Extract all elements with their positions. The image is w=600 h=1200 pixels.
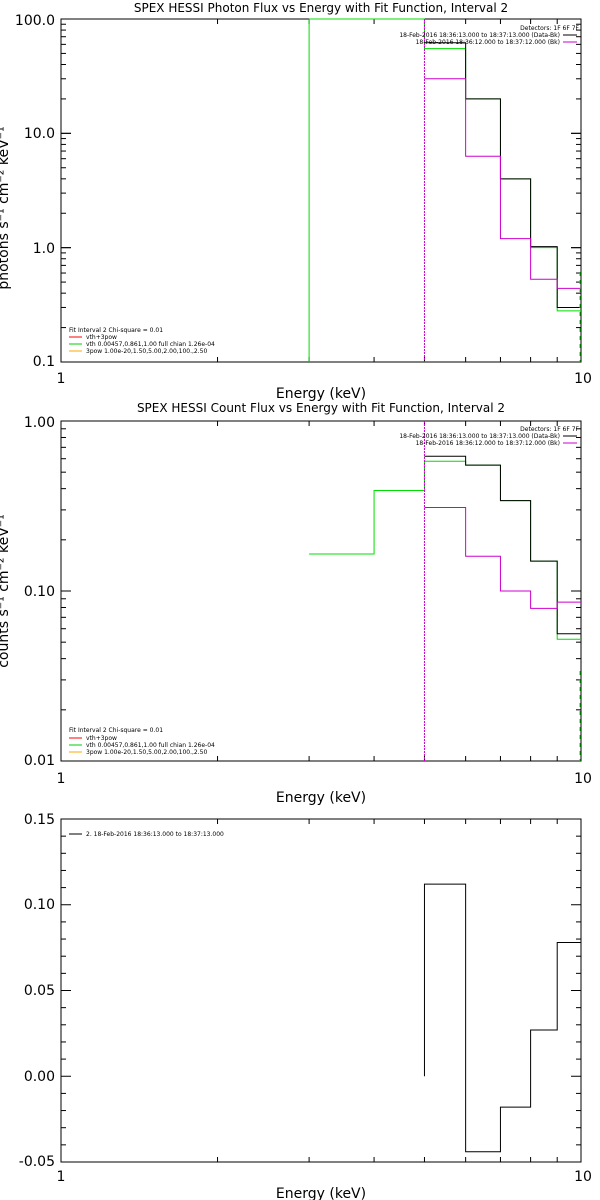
- photon-flux-detectors: Detectors: 1F 6F 7F: [520, 25, 579, 32]
- residual-series-group: [423, 883, 581, 1153]
- photon-flux-ytick-2: 10.0: [24, 126, 55, 142]
- residual-ytick-3: 0.10: [24, 897, 55, 913]
- count-flux-series-2: [424, 506, 581, 609]
- photon-flux-fit-item-2: 3pow 1.00e-20,1.50,5.00,2.00,100.,2.50: [86, 348, 207, 355]
- count-flux-ylabel: counts s⁻¹ cm⁻² keV⁻¹: [0, 514, 12, 668]
- count-flux-fit-header: Fit Interval 2 Chi-square = 0.01: [69, 727, 163, 734]
- photon-flux-series-2: [424, 78, 581, 289]
- residual-minor-ticks: [60, 818, 582, 1163]
- photon-flux-series-0: [309, 18, 581, 312]
- count-flux-ytick-1: 0.10: [24, 584, 55, 600]
- photon-flux-minor-ticks: [60, 18, 582, 363]
- residual-ytick-0: -0.05: [19, 1154, 55, 1170]
- photon-flux-xtick-1: 10: [574, 371, 592, 387]
- count-flux-series-group: [309, 421, 581, 761]
- residual-ytick-2: 0.05: [24, 983, 55, 999]
- photon-flux-fit-item-0: vth+3pow: [86, 334, 117, 341]
- count-flux-fit-item-1: vth 0.00457,0.861,1.00 full chian 1.26e-…: [86, 742, 215, 749]
- count-flux-series-0: [309, 460, 581, 640]
- photon-flux-title: SPEX HESSI Photon Flux vs Energy with Fi…: [134, 1, 508, 15]
- photon-flux-xlabel: Energy (keV): [276, 386, 366, 402]
- residual-panel: -0.05 0.00 0.05 0.10 0.15 1 10 Energy (k…: [19, 812, 592, 1200]
- photon-flux-ytick-0: 0.1: [33, 354, 55, 370]
- photon-flux-ytick-1: 1.0: [33, 241, 55, 257]
- photon-flux-series-1: [424, 42, 581, 308]
- photon-flux-plot-frame: [60, 18, 582, 363]
- count-flux-fit-item-0: vth+3pow: [86, 735, 117, 742]
- residual-legend-label: 2. 18-Feb-2016 18:36:13.000 to 18:37:13.…: [86, 831, 224, 838]
- photon-flux-ytick-3: 100.0: [15, 13, 55, 29]
- residual-series-0: [423, 883, 581, 1153]
- count-flux-interval-line2: 18-Feb-2016 18:36:12.000 to 18:37:12.000…: [416, 440, 560, 447]
- count-flux-ytick-0: 0.01: [24, 753, 55, 769]
- photon-flux-ylabel: photons s⁻¹ cm⁻² keV⁻¹: [0, 126, 12, 289]
- count-flux-xtick-0: 1: [57, 771, 66, 787]
- photon-flux-fit-header: Fit Interval 2 Chi-square = 0.01: [69, 327, 163, 334]
- residual-ytick-4: 0.15: [24, 812, 55, 828]
- count-flux-detectors: Detectors: 1F 6F 7F: [520, 426, 579, 433]
- photon-flux-panel: SPEX HESSI Photon Flux vs Energy with Fi…: [0, 1, 592, 402]
- count-flux-panel: SPEX HESSI Count Flux vs Energy with Fit…: [0, 401, 592, 806]
- count-flux-fit-item-2: 3pow 1.00e-20,1.50,5.00,2.00,100.,2.50: [86, 749, 207, 756]
- residual-xtick-0: 1: [57, 1169, 66, 1185]
- residual-xlabel: Energy (keV): [276, 1186, 366, 1200]
- photon-flux-interval-line2: 18-Feb-2016 18:36:12.000 to 18:37:12.000…: [416, 39, 560, 46]
- count-flux-series-1: [424, 455, 581, 635]
- photon-flux-interval-line1: 18-Feb-2016 18:36:13.000 to 18:37:13.000…: [399, 32, 560, 39]
- residual-plot-frame: [60, 818, 582, 1163]
- photon-flux-series-group: [308, 18, 581, 362]
- residual-xtick-1: 10: [574, 1169, 592, 1185]
- count-flux-title: SPEX HESSI Count Flux vs Energy with Fit…: [137, 401, 505, 415]
- count-flux-xtick-1: 10: [574, 771, 592, 787]
- photon-flux-fit-item-1: vth 0.00457,0.861,1.00 full chian 1.26e-…: [86, 341, 215, 348]
- photon-flux-xtick-0: 1: [57, 371, 66, 387]
- count-flux-interval-line1: 18-Feb-2016 18:36:13.000 to 18:37:13.000…: [399, 433, 560, 440]
- count-flux-ytick-2: 1.00: [24, 415, 55, 431]
- count-flux-xlabel: Energy (keV): [276, 790, 366, 806]
- residual-ytick-1: 0.00: [24, 1069, 55, 1085]
- count-flux-minor-ticks: [60, 420, 582, 762]
